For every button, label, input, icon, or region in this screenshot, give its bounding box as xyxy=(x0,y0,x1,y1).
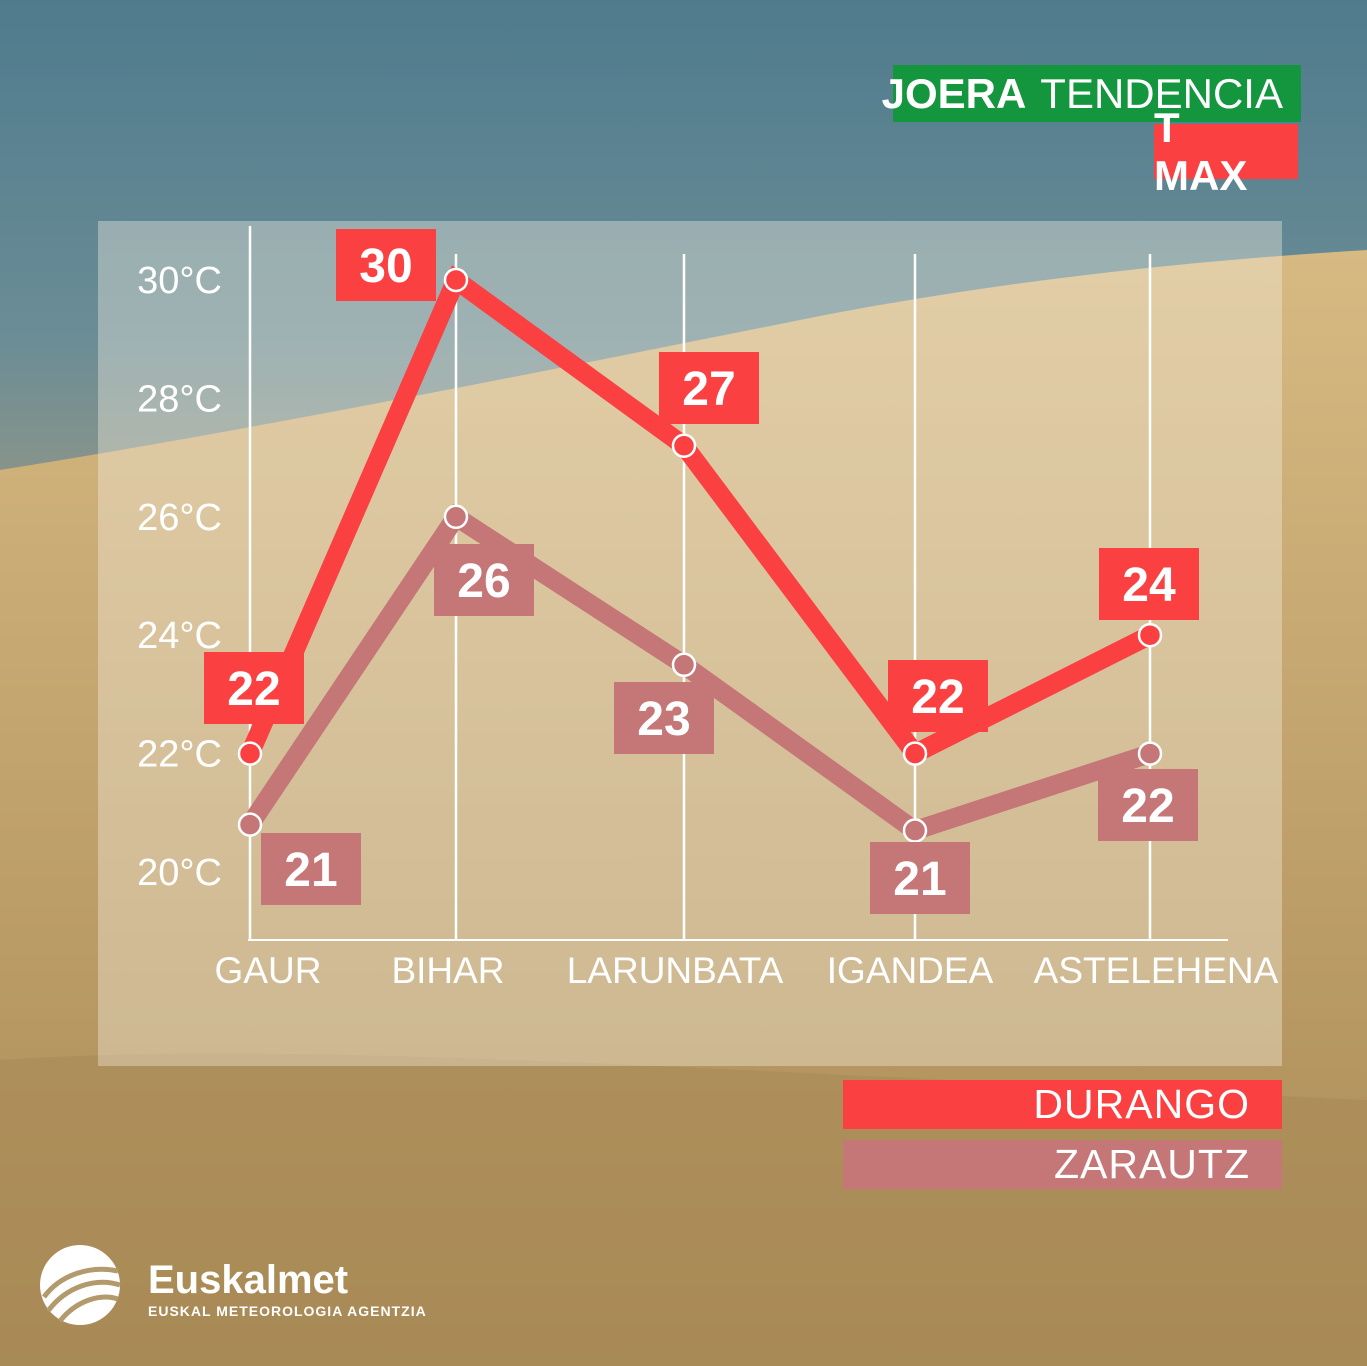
data-label-box-zarautz xyxy=(261,833,361,905)
data-label-box-durango xyxy=(204,652,304,724)
point-zarautz xyxy=(1137,741,1163,766)
x-tick-label: LARUNBATA xyxy=(567,950,784,991)
x-axis-ticks: GAUR BIHAR LARUNBATA IGANDEA ASTELEHENA xyxy=(215,950,1279,991)
y-tick-label: 30°C xyxy=(137,260,222,302)
data-label-box-durango xyxy=(1099,548,1199,620)
y-tick-label: 28°C xyxy=(137,378,222,420)
data-label-box-durango xyxy=(659,352,759,424)
point-zarautz xyxy=(902,818,928,843)
title-tendencia-text: TENDENCIA xyxy=(1040,69,1283,117)
data-label-zarautz: 22 xyxy=(1121,780,1174,833)
data-label-durango: 30 xyxy=(359,240,412,293)
y-tick-label: 20°C xyxy=(137,852,222,894)
x-tick-label: IGANDEA xyxy=(827,950,994,991)
title-tmax: T MAX xyxy=(1154,104,1298,199)
y-tick-label: 24°C xyxy=(137,615,222,657)
point-zarautz xyxy=(671,652,697,678)
data-label-durango: 22 xyxy=(227,663,280,716)
data-label-box-durango xyxy=(336,229,436,301)
data-label-zarautz: 21 xyxy=(284,844,337,897)
data-label-zarautz: 26 xyxy=(457,555,510,608)
y-tick-label: 26°C xyxy=(137,497,222,539)
title-tendencia: JOERA TENDENCIA xyxy=(882,65,1301,122)
brand-subtitle: EUSKAL METEOROLOGIA AGENTZIA xyxy=(148,1303,427,1319)
series-lines: 21 26 23 21 22 22 30 27 22 24 xyxy=(204,229,1199,914)
y-axis-ticks: 20°C 22°C 24°C 26°C 28°C 30°C xyxy=(137,260,222,894)
point-durango xyxy=(1137,622,1163,648)
data-label-box-durango xyxy=(888,660,988,732)
data-label-zarautz: 23 xyxy=(637,693,690,746)
point-zarautz xyxy=(237,812,263,837)
data-label-durango: 22 xyxy=(911,671,964,724)
point-durango xyxy=(671,433,697,459)
legend-durango: DURANGO xyxy=(843,1080,1282,1129)
point-durango xyxy=(443,267,469,293)
x-tick-label: GAUR xyxy=(215,950,322,991)
data-label-zarautz: 21 xyxy=(893,853,946,906)
data-label-box-zarautz xyxy=(1098,769,1198,841)
vertical-gridlines xyxy=(248,226,1152,940)
y-tick-label: 22°C xyxy=(137,734,222,776)
euskalmet-logo-icon xyxy=(40,1245,121,1325)
legend-zarautz: ZARAUTZ xyxy=(843,1140,1282,1189)
data-label-box-zarautz xyxy=(434,544,534,616)
data-label-durango: 24 xyxy=(1122,559,1176,612)
line-zarautz xyxy=(242,503,1153,842)
x-tick-label: BIHAR xyxy=(391,950,504,991)
data-label-box-zarautz xyxy=(614,682,714,754)
data-label-box-zarautz xyxy=(870,842,970,914)
x-tick-label: ASTELEHENA xyxy=(1034,950,1279,991)
point-durango xyxy=(902,741,928,766)
brand-name: Euskalmet xyxy=(148,1258,349,1302)
point-zarautz xyxy=(443,504,469,530)
title-joera: JOERA xyxy=(881,69,1027,117)
data-label-durango: 27 xyxy=(682,363,735,416)
point-durango xyxy=(237,741,263,766)
